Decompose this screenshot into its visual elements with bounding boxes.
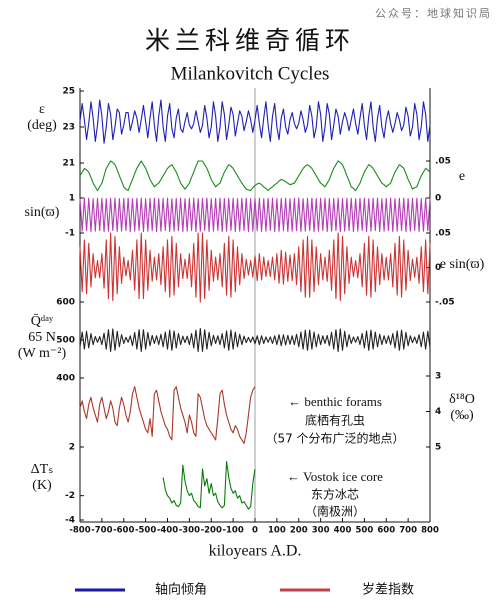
series-line: [79, 232, 431, 303]
series-line: [162, 461, 256, 510]
axis-label: δ¹⁸O: [449, 392, 475, 407]
x-tick-label: 700: [399, 526, 417, 536]
x-tick-label: -800: [69, 526, 90, 536]
y-tick-label: 3: [435, 372, 441, 382]
x-tick-label: 300: [312, 526, 330, 536]
axis-label: ε: [39, 102, 45, 117]
series-line: [79, 328, 431, 352]
y-tick-label: 1: [69, 194, 75, 204]
x-tick-label: 200: [290, 526, 308, 536]
annotation: ← Vostok ice core: [287, 469, 383, 484]
x-tick-label: -400: [157, 526, 178, 536]
axis-label: (W m⁻²): [18, 346, 67, 361]
annotation: ← benthic forams: [288, 394, 382, 409]
watermark: 公众号：地球知识局: [375, 6, 492, 20]
y-tick-label: -4: [65, 516, 75, 526]
x-tick-label: -600: [113, 526, 134, 536]
x-tick-label: -100: [222, 526, 243, 536]
y-tick-label: 400: [56, 374, 75, 384]
series-line: [79, 386, 256, 444]
y-tick-label: -.05: [435, 298, 455, 308]
x-tick-label: -200: [201, 526, 222, 536]
x-tick-label: 500: [356, 526, 374, 536]
series-line: [79, 99, 431, 144]
series-line: [79, 197, 431, 233]
legend-label: 岁差指数: [362, 583, 414, 598]
axis-label: sin(ϖ): [25, 205, 60, 220]
y-tick-label: 600: [56, 298, 75, 308]
y-tick-label: 23: [62, 123, 75, 133]
axis-label: Q̄ᵈᵃʸ: [31, 314, 54, 330]
annotation: （南极洲）: [305, 504, 365, 519]
y-tick-label: 0: [435, 194, 441, 204]
annotation: 底栖有孔虫: [305, 413, 365, 428]
chart-subtitle: Milankovitch Cycles: [171, 63, 330, 84]
x-tick-label: -300: [179, 526, 200, 536]
x-tick-label: 0: [252, 526, 258, 536]
x-tick-label: 800: [421, 526, 439, 536]
y-tick-label: 0: [435, 263, 441, 273]
axis-label: (‰): [450, 408, 474, 423]
y-tick-label: 2: [69, 443, 75, 453]
y-tick-label: 25: [62, 87, 75, 97]
x-axis-label: kiloyears A.D.: [209, 543, 302, 560]
x-tick-label: -700: [91, 526, 112, 536]
legend-label: 轴向倾角: [155, 582, 207, 598]
chart-title: 米兰科维奇循环: [145, 26, 355, 55]
axis-label: (deg): [27, 118, 57, 133]
y-tick-label: -2: [65, 491, 75, 501]
annotation: （57 个分布广泛的地点）: [265, 431, 404, 446]
y-tick-label: -1: [65, 229, 75, 239]
x-tick-label: 400: [334, 526, 352, 536]
y-tick-label: 5: [435, 443, 441, 453]
axis-label: ΔTₛ: [31, 462, 54, 477]
axis-label: 65 N: [28, 330, 56, 345]
y-tick-label: .05: [435, 157, 451, 167]
y-tick-label: 21: [62, 159, 75, 169]
y-tick-label: 4: [435, 407, 441, 417]
y-tick-label: 500: [56, 336, 75, 346]
axis-label: (K): [32, 478, 52, 493]
series-line: [79, 160, 431, 192]
y-tick-label: .05: [435, 229, 451, 239]
axis-label: e sin(ϖ): [440, 257, 485, 272]
x-tick-label: 100: [268, 526, 286, 536]
x-tick-label: 600: [377, 526, 395, 536]
axis-label: e: [459, 169, 465, 184]
annotation: 东方冰芯: [311, 487, 359, 502]
x-tick-label: -500: [135, 526, 156, 536]
